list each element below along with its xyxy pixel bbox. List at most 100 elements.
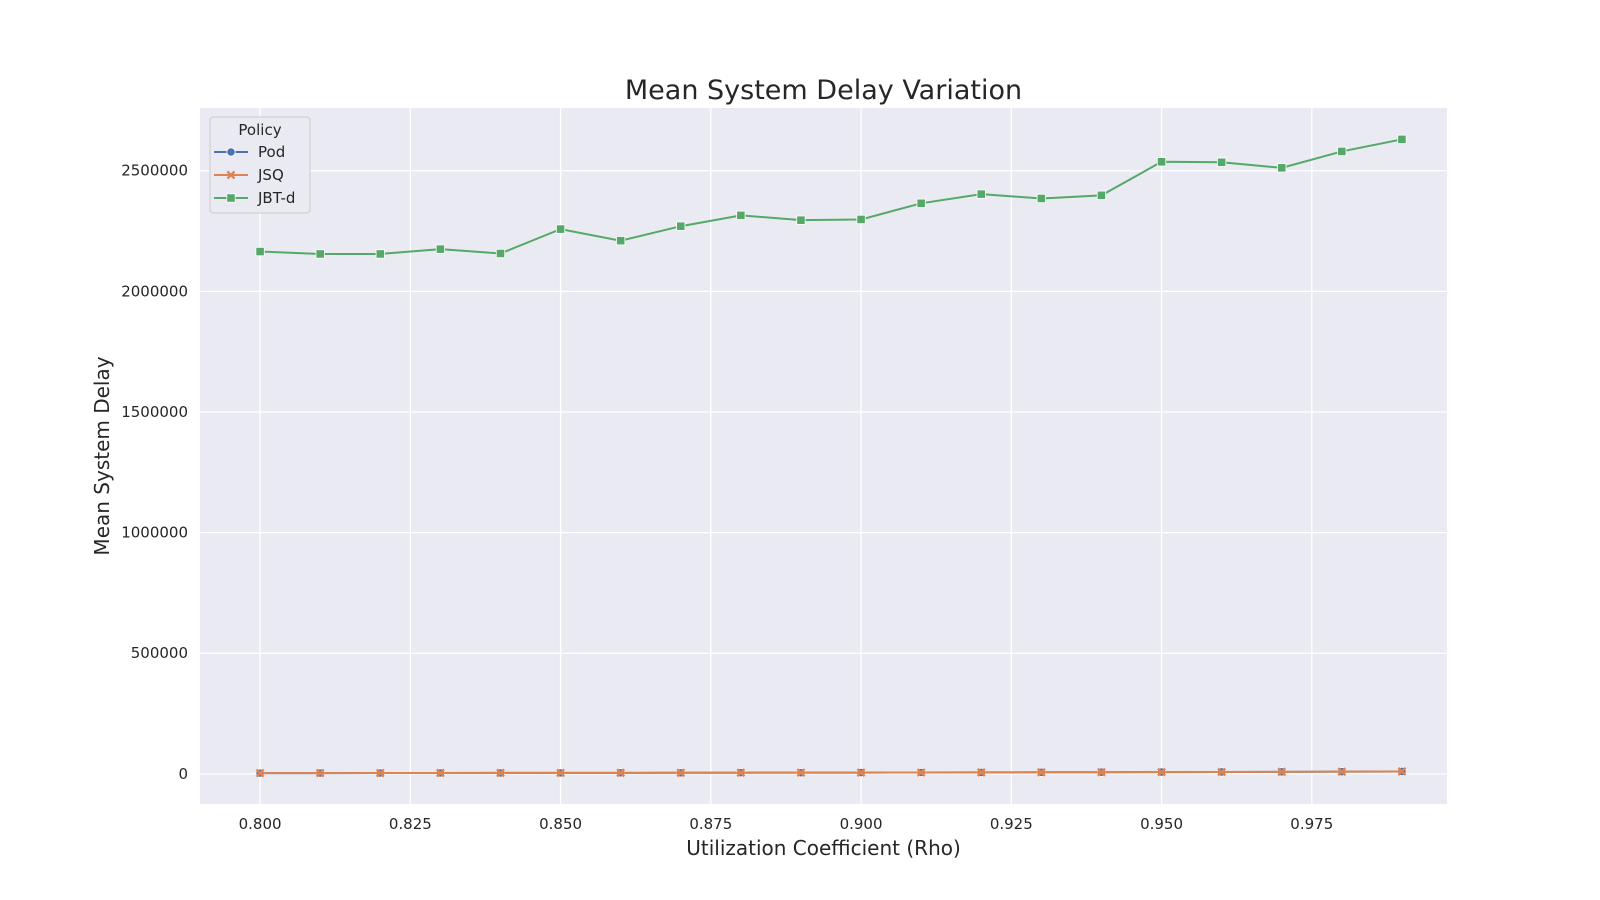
legend-box [209, 116, 311, 214]
data-point [1337, 767, 1347, 777]
data-point [1397, 134, 1407, 144]
y-tick-labels: 0 500000 1000000 1500000 2000000 2500000 [121, 162, 188, 783]
data-point-stroke [616, 768, 626, 778]
x-tick-label: 0.800 [239, 815, 282, 833]
chart-title: Mean System Delay Variation [625, 75, 1022, 106]
data-point [375, 249, 385, 259]
data-point [226, 193, 236, 203]
data-point [976, 767, 986, 777]
x-tick-label: 0.850 [539, 815, 582, 833]
data-point [616, 768, 626, 778]
data-point [856, 214, 866, 225]
data-point-stroke [1036, 767, 1046, 777]
data-point-stroke [1157, 767, 1166, 777]
legend-label: Pod [258, 143, 285, 161]
x-tick-label: 0.900 [840, 815, 883, 833]
legend: Policy Pod JSQ JBT-d [209, 116, 311, 214]
data-point [1036, 767, 1046, 777]
x-tick-label: 0.975 [1290, 815, 1333, 833]
data-point [1096, 190, 1107, 200]
data-point [1217, 157, 1227, 167]
data-point-stroke [556, 768, 565, 778]
data-point [315, 249, 325, 259]
legend-label: JSQ [257, 166, 284, 184]
data-point [1397, 767, 1407, 776]
data-point [255, 246, 265, 257]
series-jsq [255, 767, 1407, 778]
data-point-stroke [315, 768, 325, 778]
data-point [676, 768, 686, 778]
series-line [260, 770, 1402, 775]
data-point-stroke [226, 170, 236, 180]
data-point [556, 768, 565, 778]
data-point [976, 189, 986, 199]
y-tick-label: 1000000 [121, 524, 188, 542]
data-point-stroke [1217, 767, 1227, 777]
data-point-stroke [1097, 767, 1106, 777]
data-point [496, 768, 505, 778]
data-point [736, 210, 746, 220]
plot-area [200, 108, 1447, 804]
data-point-stroke [976, 767, 986, 777]
data-point [315, 768, 325, 778]
data-point [1157, 767, 1166, 777]
data-point [375, 768, 385, 778]
y-tick-label: 2500000 [121, 162, 188, 180]
legend-label: JBT-d [257, 189, 295, 207]
y-axis-label: Mean System Delay [90, 356, 114, 555]
data-point [916, 198, 926, 208]
data-point [856, 768, 866, 777]
data-point [1337, 146, 1347, 157]
data-point [796, 215, 806, 225]
data-point [255, 768, 265, 778]
legend-title: Policy [238, 121, 281, 139]
data-point-stroke [1277, 767, 1287, 777]
data-point [1277, 767, 1287, 777]
legend-items: Pod JSQ JBT-d [214, 143, 295, 207]
x-tick-label: 0.875 [689, 815, 732, 833]
y-tick-label: 1500000 [121, 403, 188, 421]
legend-item: JBT-d [214, 189, 295, 207]
data-point [435, 244, 445, 254]
data-point-stroke [856, 768, 866, 777]
data-point [1097, 767, 1106, 777]
data-point [226, 170, 236, 180]
data-point-stroke [375, 768, 385, 778]
data-point [555, 224, 566, 234]
data-point-stroke [1397, 767, 1407, 776]
legend-item: Pod [214, 143, 285, 161]
data-point [1036, 193, 1046, 204]
series-jbt-d [255, 134, 1407, 259]
data-point [226, 147, 236, 157]
data-point-stroke [496, 768, 505, 778]
data-point-stroke [916, 768, 926, 777]
data-point-stroke [676, 768, 686, 778]
x-tick-label: 0.950 [1140, 815, 1183, 833]
data-point [616, 236, 626, 246]
x-tick-label: 0.825 [389, 815, 432, 833]
series-layer [255, 134, 1407, 778]
data-point [676, 221, 686, 231]
legend-item: JSQ [214, 166, 284, 184]
y-tick-label: 2000000 [121, 282, 188, 300]
data-point-stroke [736, 768, 746, 778]
series-line [260, 138, 1403, 255]
data-point [796, 768, 806, 778]
data-point [1156, 157, 1167, 167]
data-point [736, 768, 746, 778]
data-point [1217, 767, 1227, 777]
data-point [435, 768, 445, 778]
x-axis-label: Utilization Coefficient (Rho) [686, 836, 961, 860]
x-tick-label: 0.925 [990, 815, 1033, 833]
data-point-stroke [1337, 767, 1347, 777]
data-point-stroke [435, 768, 445, 778]
y-gridlines [200, 170, 1447, 775]
data-point [495, 248, 506, 259]
y-tick-label: 0 [178, 765, 188, 783]
data-point [1277, 163, 1287, 173]
x-tick-labels: 0.800 0.825 0.850 0.875 0.900 0.925 0.950 0.975 [239, 815, 1334, 833]
data-point [916, 768, 926, 777]
y-tick-label: 500000 [131, 644, 188, 662]
data-point-stroke [255, 768, 265, 778]
